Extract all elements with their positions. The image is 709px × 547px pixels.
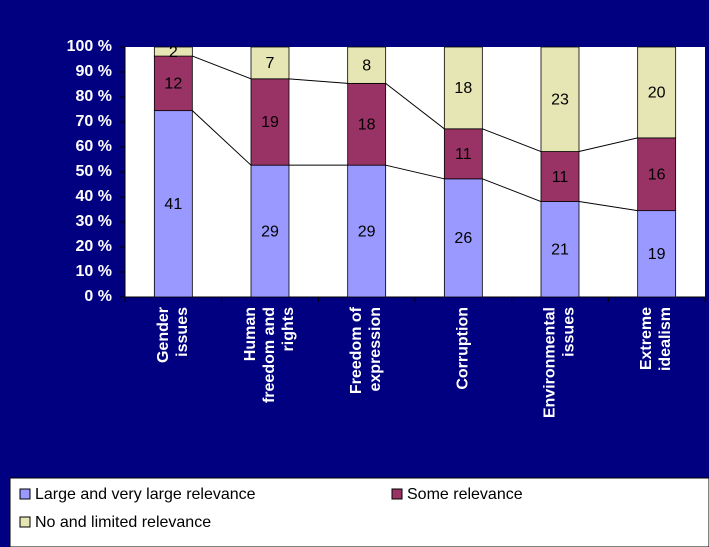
bar-segment (250, 78, 290, 166)
x-tick-label: Extreme idealism (638, 307, 674, 371)
legend (9, 477, 709, 547)
x-tick-label-line: Freedom of (348, 306, 365, 394)
data-label: 7 (266, 55, 275, 72)
series-line (482, 178, 542, 203)
bar-segment (443, 128, 483, 180)
data-label: 2 (169, 44, 178, 61)
data-label: 18 (358, 116, 376, 133)
legend-swatch (19, 488, 31, 500)
series-line (192, 55, 252, 80)
y-tick-label: 10 % (76, 263, 112, 280)
data-label: 19 (261, 114, 279, 131)
x-tick-label-line: rights (280, 307, 297, 352)
legend-label: No and limited relevance (35, 514, 211, 531)
series-line (288, 78, 348, 84)
y-tick-label: 20 % (76, 238, 112, 255)
y-tick-label: 100 % (67, 38, 112, 55)
bar-segment (637, 137, 677, 212)
data-label: 19 (648, 246, 666, 263)
x-tick-label-line: Extreme (638, 307, 655, 370)
x-tick-label-line: freedom and (261, 307, 278, 403)
x-tick-label-line: expression (367, 307, 384, 391)
y-tick-label: 80 % (76, 88, 112, 105)
bar-segment (250, 164, 290, 298)
x-tick-label: Freedom of expression (348, 306, 384, 394)
x-tick-label-line: Human (242, 307, 259, 361)
y-tick-label: 0 % (84, 288, 112, 305)
y-tick-label: 90 % (76, 63, 112, 80)
series-line (385, 82, 445, 130)
data-label: 11 (552, 169, 569, 186)
bar-segment (250, 46, 290, 80)
series-line (385, 164, 445, 180)
data-label: 41 (164, 196, 182, 213)
data-label: 29 (358, 223, 376, 240)
y-tick-label: 60 % (76, 138, 112, 155)
data-label: 23 (551, 91, 569, 108)
y-tick-label: 40 % (76, 188, 112, 205)
bar-segment (347, 46, 387, 84)
bar-segment (443, 178, 483, 298)
legend-label: Large and very large relevance (35, 486, 256, 503)
legend-swatch (391, 488, 403, 500)
data-label: 26 (454, 230, 472, 247)
bar-segment (540, 151, 580, 202)
series-line (482, 128, 542, 153)
bar-segment (347, 164, 387, 298)
legend-label: Some relevance (407, 486, 523, 503)
x-tick-label-line: Environmental (542, 307, 559, 418)
y-tick-label: 50 % (76, 163, 112, 180)
bar-segment (637, 46, 677, 139)
data-label: 21 (551, 241, 569, 258)
series-line (191, 110, 252, 166)
bar-segment (347, 82, 387, 166)
series-line (578, 137, 638, 153)
x-tick-label: Environmental issues (542, 307, 578, 418)
x-tick-label: Corruption (455, 307, 472, 390)
bar-segment (540, 201, 580, 298)
x-tick-label-line: Corruption (455, 307, 472, 390)
x-tick-label-line: issues (174, 307, 191, 357)
bar-segment (540, 46, 580, 152)
data-label: 16 (648, 166, 666, 183)
data-label: 8 (362, 57, 371, 74)
bar-segment (443, 46, 483, 130)
data-label: 12 (164, 76, 182, 93)
data-label: 20 (648, 85, 666, 102)
x-tick-label: Human freedom and rights (242, 307, 297, 403)
legend-swatch (19, 516, 31, 528)
y-tick-label: 30 % (76, 213, 112, 230)
x-tick-label-line: Gender (155, 307, 172, 363)
series-line (578, 201, 638, 212)
data-label: 29 (261, 223, 279, 240)
x-tick-label-line: issues (561, 307, 578, 357)
data-label: 18 (454, 80, 472, 97)
x-tick-label: Gender issues (155, 307, 191, 363)
y-tick-label: 70 % (76, 113, 112, 130)
bar-segment (153, 46, 193, 57)
x-tick-label-line: idealism (657, 307, 674, 371)
data-label: 11 (455, 146, 472, 163)
